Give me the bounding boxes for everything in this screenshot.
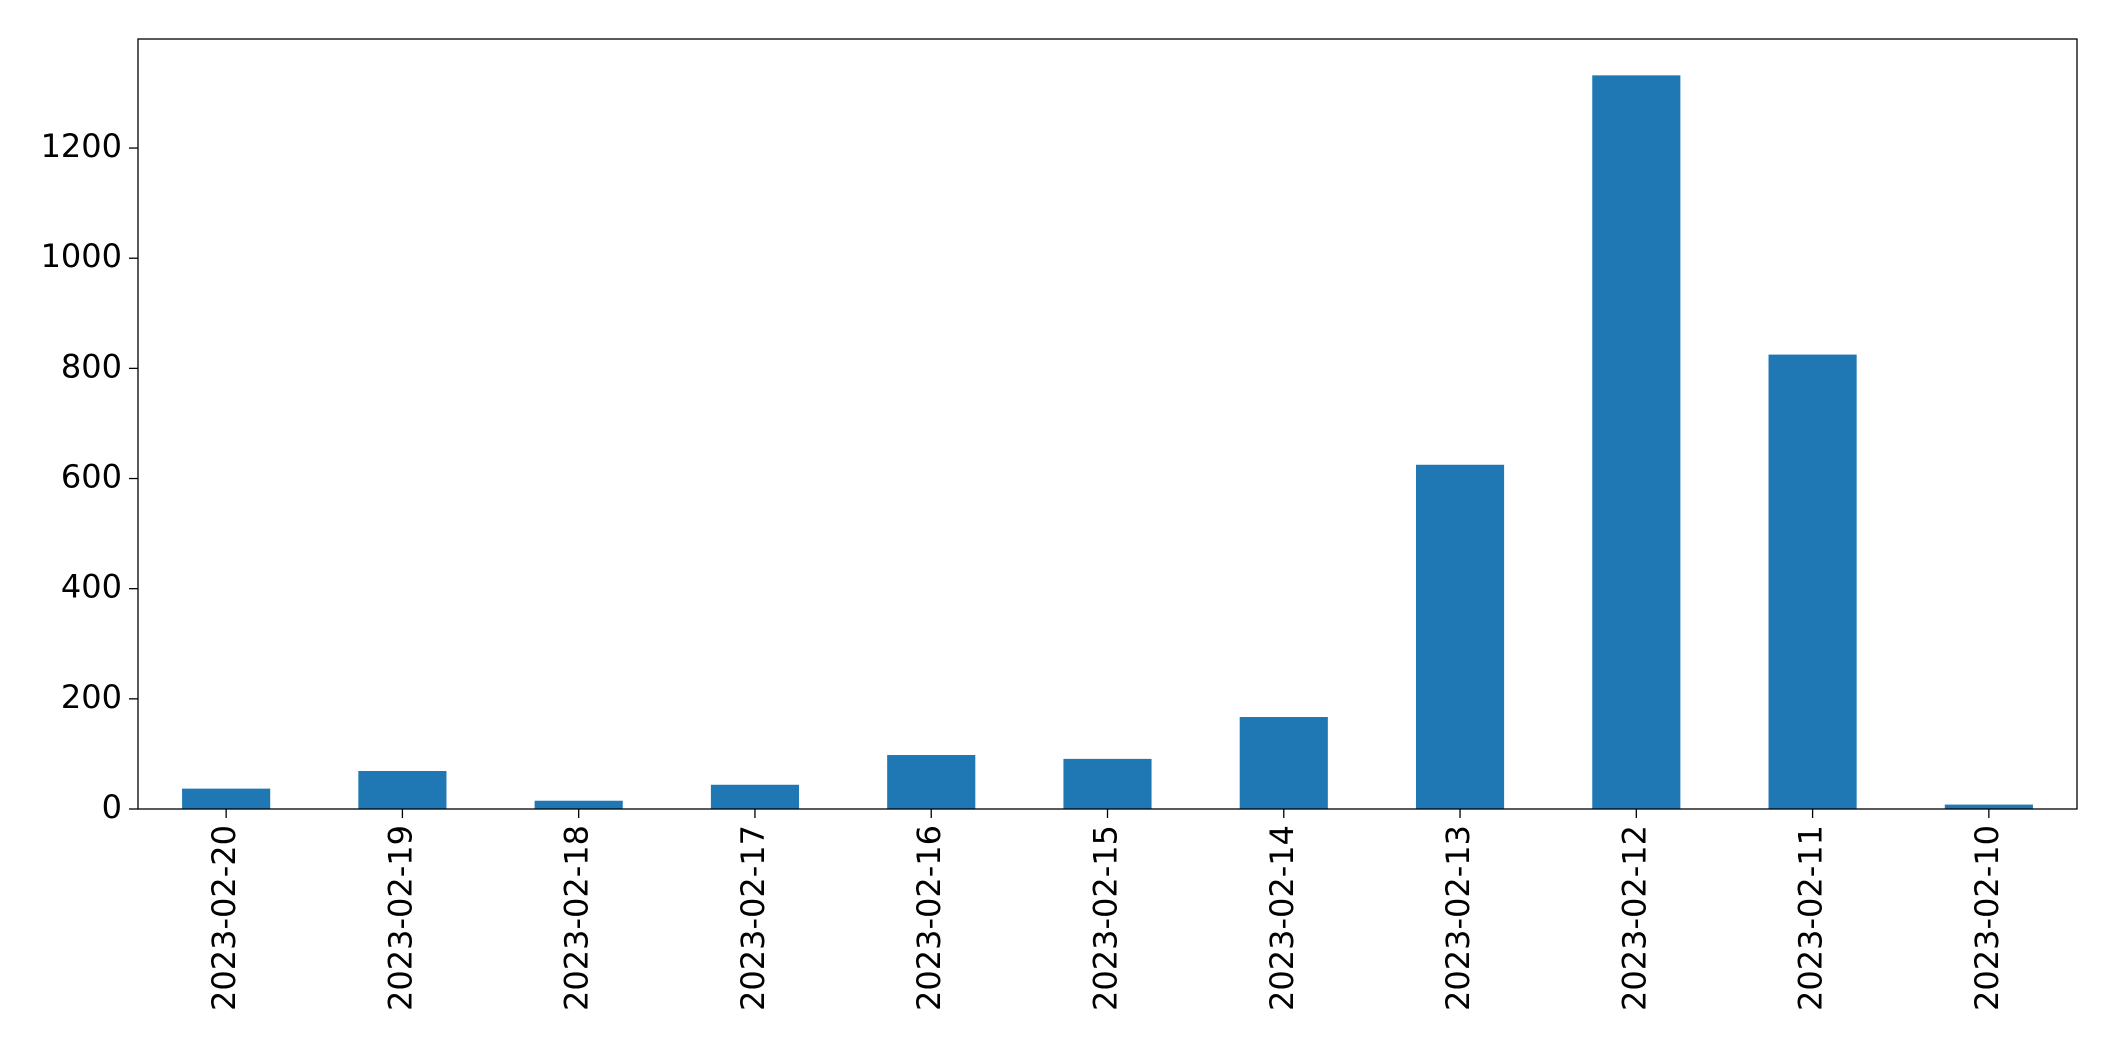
x-tick-label: 2023-02-15: [1087, 825, 1125, 1011]
bar: [182, 788, 271, 809]
bar: [534, 800, 623, 809]
x-tick-label: 2023-02-10: [1968, 825, 2006, 1011]
bar: [1415, 464, 1505, 809]
x-tick-label: 2023-02-17: [734, 825, 772, 1011]
x-tick-label: 2023-02-19: [381, 825, 419, 1011]
y-tick-label: 400: [61, 568, 122, 606]
bar: [1239, 717, 1328, 809]
bar: [710, 784, 800, 809]
x-tick-label: 2023-02-16: [910, 825, 948, 1011]
y-tick-label: 1200: [41, 127, 122, 165]
bar: [1944, 804, 2033, 809]
x-tick-label: 2023-02-12: [1615, 825, 1653, 1011]
y-tick-label: 800: [61, 347, 122, 385]
x-tick-label: 2023-02-18: [558, 825, 596, 1011]
bar: [358, 770, 447, 809]
bar: [1768, 354, 1857, 809]
y-tick-label: 200: [61, 678, 122, 716]
y-tick-label: 600: [61, 458, 122, 496]
bar: [1063, 758, 1152, 809]
x-tick-label: 2023-02-20: [205, 825, 243, 1011]
x-tick-label: 2023-02-13: [1439, 825, 1477, 1011]
bar: [887, 755, 976, 809]
x-tick-label: 2023-02-11: [1792, 825, 1830, 1011]
bar: [1592, 75, 1681, 809]
y-tick-label: 0: [102, 788, 122, 826]
plot-frame: [137, 38, 2078, 810]
y-tick-label: 1000: [41, 237, 122, 275]
x-tick-label: 2023-02-14: [1263, 825, 1301, 1011]
